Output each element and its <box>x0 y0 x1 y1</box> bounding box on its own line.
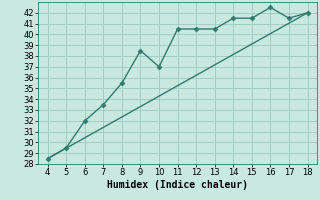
X-axis label: Humidex (Indice chaleur): Humidex (Indice chaleur) <box>107 180 248 190</box>
